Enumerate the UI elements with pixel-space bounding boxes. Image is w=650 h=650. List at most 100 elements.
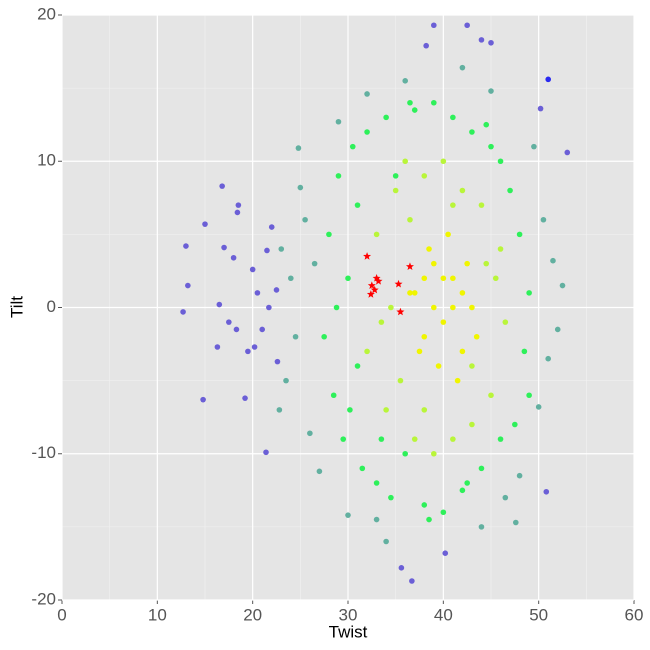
point xyxy=(402,158,409,165)
point xyxy=(469,129,475,135)
point xyxy=(373,480,380,486)
point xyxy=(526,392,532,399)
point xyxy=(440,275,447,282)
point xyxy=(292,333,299,340)
point xyxy=(421,333,428,340)
point xyxy=(450,436,456,442)
y-tick-label: 10 xyxy=(37,151,56,170)
point xyxy=(295,145,302,151)
point xyxy=(214,344,221,350)
point xyxy=(349,143,356,150)
point xyxy=(273,287,280,293)
point xyxy=(483,121,490,128)
star-point xyxy=(394,279,403,288)
point xyxy=(545,76,551,83)
point xyxy=(478,524,485,530)
point xyxy=(421,173,428,179)
point xyxy=(249,266,256,273)
point xyxy=(469,363,475,369)
point xyxy=(235,202,242,208)
point xyxy=(378,436,385,442)
y-tick-label: 0 xyxy=(47,297,56,316)
point xyxy=(234,209,241,216)
point xyxy=(288,275,294,282)
point xyxy=(321,333,327,340)
point xyxy=(492,275,499,282)
point xyxy=(311,260,318,267)
point xyxy=(407,290,413,296)
point xyxy=(459,64,466,71)
point xyxy=(180,309,186,315)
point xyxy=(473,333,480,340)
point xyxy=(488,143,494,150)
point xyxy=(230,254,237,261)
point xyxy=(440,319,447,325)
point xyxy=(397,377,404,384)
point xyxy=(383,407,389,413)
point xyxy=(502,319,509,325)
star-point xyxy=(370,285,379,294)
y-tick-label: 20 xyxy=(37,4,56,23)
point xyxy=(535,404,542,410)
point xyxy=(364,348,370,355)
point xyxy=(411,436,418,442)
point xyxy=(354,363,361,369)
point xyxy=(402,78,409,84)
point xyxy=(459,348,466,355)
point xyxy=(398,565,405,571)
point xyxy=(421,407,428,413)
point xyxy=(259,326,266,333)
point xyxy=(242,395,248,401)
point xyxy=(526,290,532,296)
point xyxy=(233,326,240,333)
point xyxy=(512,421,518,428)
point xyxy=(431,450,437,457)
x-axis-label: Twist xyxy=(329,622,368,641)
star-point xyxy=(372,274,381,282)
point xyxy=(497,436,504,442)
point xyxy=(411,290,418,296)
point xyxy=(251,344,258,350)
point xyxy=(431,304,437,311)
point xyxy=(440,158,447,165)
point xyxy=(316,468,323,475)
point xyxy=(359,465,366,472)
point xyxy=(450,304,456,311)
point xyxy=(302,216,308,223)
point xyxy=(450,275,456,282)
point xyxy=(442,550,449,556)
x-tick-label: 0 xyxy=(57,605,66,624)
point xyxy=(559,282,566,289)
y-tick-label: -20 xyxy=(31,589,56,608)
x-tick-label: 30 xyxy=(339,605,358,624)
point xyxy=(254,290,261,296)
point xyxy=(478,202,485,208)
point xyxy=(488,392,494,399)
point xyxy=(516,472,523,479)
x-tick-label: 60 xyxy=(625,605,644,624)
point xyxy=(409,578,415,584)
point xyxy=(383,114,389,121)
point xyxy=(297,184,304,191)
point xyxy=(378,319,385,325)
point xyxy=(497,246,504,252)
point xyxy=(502,494,509,501)
point xyxy=(278,246,285,252)
y-axis-label: Tilt xyxy=(7,296,26,318)
point xyxy=(183,243,189,249)
x-tick-label: 10 xyxy=(148,605,167,624)
point xyxy=(464,22,470,29)
point xyxy=(483,260,490,267)
point xyxy=(221,244,227,251)
point xyxy=(216,301,223,308)
star-point xyxy=(374,276,383,285)
point xyxy=(354,202,361,208)
point xyxy=(545,355,551,362)
point xyxy=(431,22,437,29)
x-tick-label: 40 xyxy=(434,605,453,624)
point xyxy=(416,348,423,355)
star-point xyxy=(396,307,405,316)
point xyxy=(431,99,437,106)
point xyxy=(274,358,281,365)
